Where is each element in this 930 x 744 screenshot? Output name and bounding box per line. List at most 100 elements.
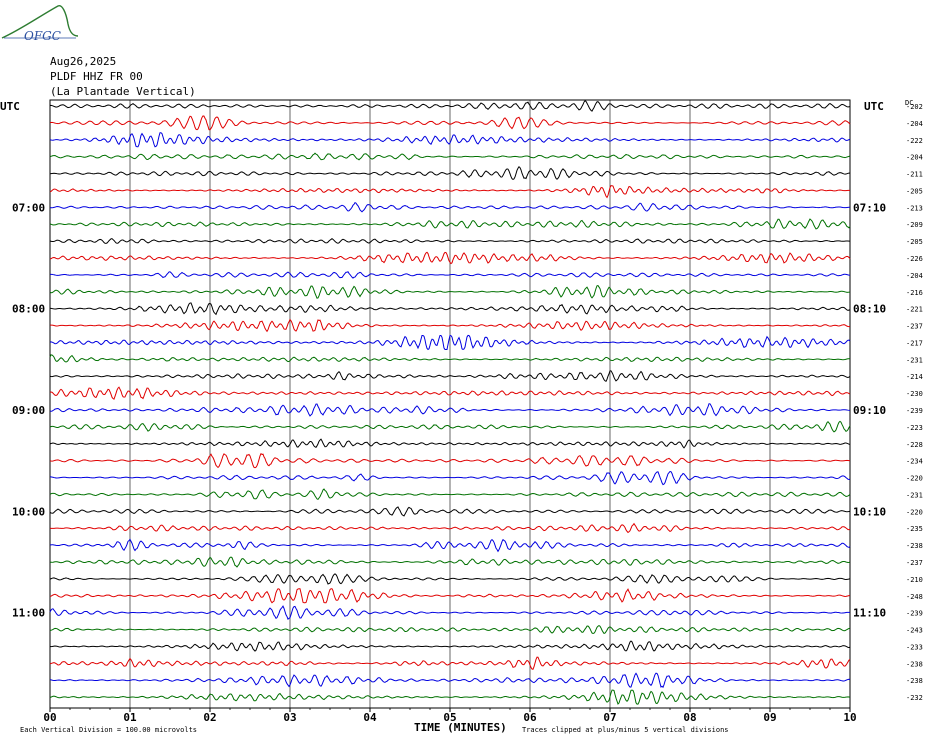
dc-offset-label: -243	[906, 627, 923, 635]
x-tick-label: 03	[283, 711, 296, 724]
left-time-label: 10:00	[12, 505, 45, 518]
dc-offset-label: -238	[906, 677, 923, 685]
trace-line	[49, 588, 851, 604]
trace-line	[49, 165, 851, 180]
left-time-label: 09:00	[12, 404, 45, 417]
footer-clip-note: Traces clipped at plus/minus 5 vertical …	[522, 726, 729, 734]
trace-line	[50, 471, 851, 486]
right-time-label: 11:10	[853, 607, 886, 620]
dc-offset-label: -205	[906, 238, 923, 246]
trace-line	[49, 640, 851, 652]
dc-offset-label: -222	[906, 137, 923, 145]
x-tick-label: 10	[843, 711, 856, 724]
dc-offset-label: -216	[906, 289, 923, 297]
dc-offset-label: -204	[906, 120, 923, 128]
dc-offset-label: -213	[906, 204, 923, 212]
trace-line	[49, 251, 851, 265]
x-tick-label: 00	[43, 711, 56, 724]
dc-offset-label: -205	[906, 187, 923, 195]
trace-line	[49, 115, 851, 131]
trace-line	[49, 538, 851, 553]
dc-offset-label: -230	[906, 390, 923, 398]
right-time-label: 07:10	[853, 201, 886, 214]
x-tick-label: 02	[203, 711, 216, 724]
dc-offset-label: -238	[906, 660, 923, 668]
dc-offset-label: -226	[906, 255, 923, 263]
dc-offset-label: -234	[906, 458, 923, 466]
right-time-label: 10:10	[853, 505, 886, 518]
x-axis-title: TIME (MINUTES)	[414, 721, 507, 734]
left-time-label: 07:00	[12, 201, 45, 214]
trace-line	[49, 318, 851, 333]
dc-offset-label: -221	[906, 306, 923, 314]
trace-line	[49, 522, 851, 534]
dc-offset-label: -238	[906, 542, 923, 550]
dc-offset-label: -232	[906, 694, 923, 702]
trace-line	[49, 656, 851, 670]
dc-offset-label: -237	[906, 323, 923, 331]
dc-offset-label: -220	[906, 508, 923, 516]
trace-line	[49, 605, 851, 621]
trace-line	[49, 506, 851, 517]
header-location: (La Plantade Vertical)	[50, 85, 196, 98]
x-tick-label: 06	[523, 711, 537, 724]
trace-line	[49, 403, 851, 417]
ofgc-logo: OFGC	[1, 5, 79, 43]
trace-line	[49, 132, 851, 148]
left-time-label: 11:00	[12, 607, 45, 620]
trace-line	[49, 285, 851, 299]
dc-offset-label: -210	[906, 576, 923, 584]
trace-line	[49, 354, 851, 363]
dc-offset-label: -237	[906, 559, 923, 567]
left-time-label: 08:00	[12, 303, 45, 316]
dc-offset-label: -231	[906, 491, 923, 499]
dc-offset-label: -209	[906, 221, 923, 229]
dc-offset-label: -204	[906, 154, 923, 162]
trace-line	[49, 420, 851, 433]
logo-swoosh	[1, 5, 79, 39]
dc-label: DC	[905, 99, 914, 107]
trace-line	[49, 625, 851, 635]
dc-offset-label: -220	[906, 475, 923, 483]
dc-offset-label: -223	[906, 424, 923, 432]
trace-line	[49, 452, 851, 469]
header-station: PLDF HHZ FR 00	[50, 70, 143, 83]
right-utc-label: UTC	[864, 100, 884, 113]
dc-offset-label: -211	[906, 171, 923, 179]
dc-offset-label: -204	[906, 272, 923, 280]
x-tick-label: 01	[123, 711, 137, 724]
trace-line	[49, 573, 851, 585]
dc-offset-label: -248	[906, 593, 923, 601]
x-tick-label: 08	[683, 711, 696, 724]
header-date: Aug26,2025	[50, 55, 117, 68]
trace-line	[49, 438, 851, 449]
trace-line	[49, 689, 851, 705]
dc-offset-label: -214	[906, 373, 923, 381]
dc-offset-label: -217	[906, 339, 923, 347]
trace-line	[49, 238, 851, 244]
dc-offset-label: -202	[906, 103, 923, 111]
trace-line	[49, 386, 851, 400]
footer-division-note: Each Vertical Division = 100.00 microvol…	[20, 726, 198, 734]
right-time-label: 09:10	[853, 404, 886, 417]
dc-offset-label: -239	[906, 610, 923, 618]
right-time-label: 08:10	[853, 303, 886, 316]
x-tick-label: 09	[763, 711, 776, 724]
trace-line	[49, 488, 851, 500]
trace-line	[49, 202, 851, 213]
trace-line	[49, 556, 851, 568]
trace-line	[49, 152, 851, 161]
logo-text: OFGC	[24, 29, 61, 43]
trace-line	[49, 218, 851, 230]
trace-line	[49, 271, 851, 279]
x-tick-label: 05	[443, 711, 456, 724]
dc-offset-label: -235	[906, 525, 923, 533]
trace-line	[49, 370, 851, 383]
left-utc-label: UTC	[0, 100, 20, 113]
trace-line	[49, 672, 851, 689]
x-tick-label: 04	[363, 711, 377, 724]
trace-line	[49, 100, 851, 112]
x-tick-label: 07	[603, 711, 616, 724]
dc-offset-label: -228	[906, 441, 923, 449]
